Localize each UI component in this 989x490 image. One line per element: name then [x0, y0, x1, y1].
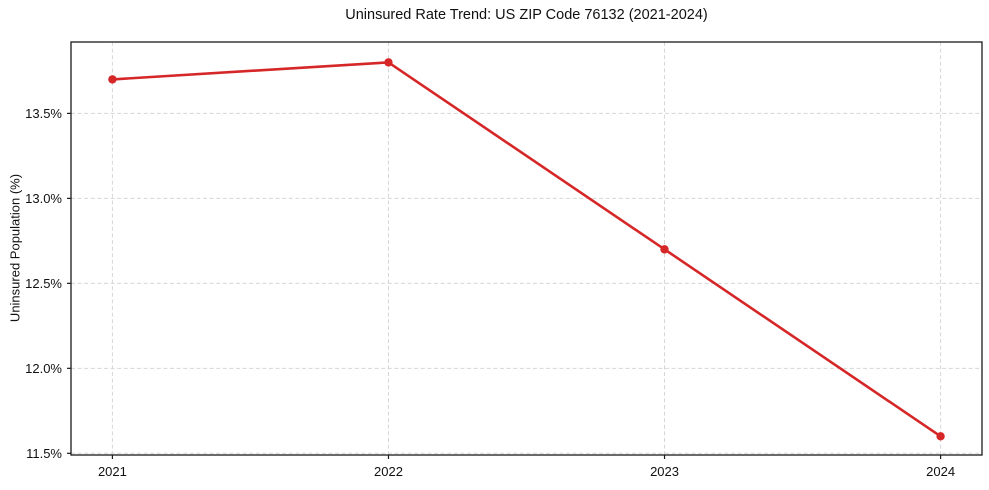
- data-point-marker: [384, 58, 393, 67]
- y-tick-label: 13.0%: [25, 191, 62, 206]
- x-tick-label: 2022: [374, 464, 403, 479]
- x-tick-label: 2021: [98, 464, 127, 479]
- y-tick-label: 12.5%: [25, 276, 62, 291]
- y-tick-label: 12.0%: [25, 361, 62, 376]
- chart-title: Uninsured Rate Trend: US ZIP Code 76132 …: [345, 7, 708, 23]
- x-tick-label: 2023: [650, 464, 679, 479]
- data-point-marker: [108, 75, 117, 84]
- y-tick-label: 11.5%: [26, 446, 62, 461]
- data-point-marker: [660, 245, 669, 254]
- axes-spines: [70, 41, 983, 456]
- x-tick-label: 2024: [926, 464, 955, 479]
- y-tick-label: 13.5%: [25, 106, 62, 121]
- axes-background: [71, 42, 982, 455]
- data-point-marker: [936, 432, 945, 441]
- trend-line: [111, 61, 942, 438]
